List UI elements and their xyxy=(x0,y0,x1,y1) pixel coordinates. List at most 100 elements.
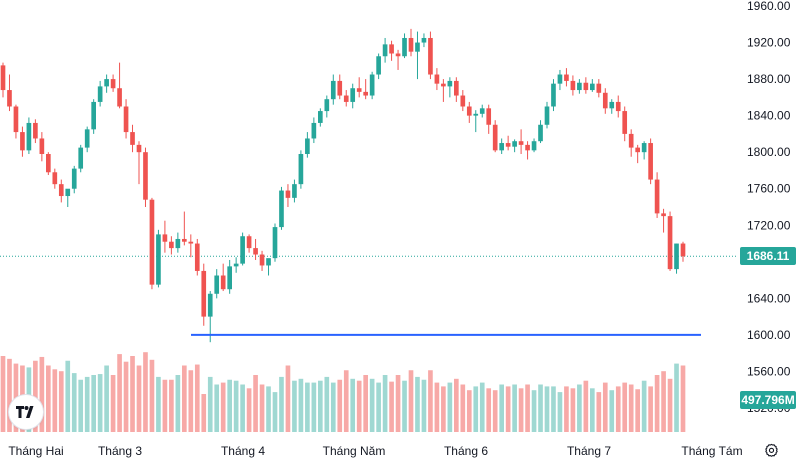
time-axis[interactable]: Tháng Hai Tháng 3 Tháng 4 Tháng Năm Tháng 6 T… xyxy=(8,444,742,458)
candle xyxy=(628,129,634,157)
volume-bar xyxy=(641,380,647,432)
volume-bar xyxy=(227,379,232,432)
volume-bar xyxy=(635,389,640,432)
candle xyxy=(33,119,38,144)
volume-bar xyxy=(538,384,543,432)
volume-bar xyxy=(667,378,673,432)
volume-bar xyxy=(531,390,537,432)
candle xyxy=(415,31,420,80)
volume-bar xyxy=(434,382,440,432)
volume-bar xyxy=(680,365,686,432)
volume-bar xyxy=(330,382,336,432)
volume-bar xyxy=(46,365,51,432)
candle xyxy=(499,138,504,154)
chart-settings-button[interactable] xyxy=(763,442,779,458)
volume-bar xyxy=(188,370,194,432)
candle xyxy=(318,108,323,127)
volume-bar xyxy=(33,360,38,432)
volume-bar xyxy=(512,384,517,432)
volume-bar xyxy=(39,356,45,432)
candle xyxy=(104,74,109,93)
volume-bar xyxy=(486,388,492,432)
volume-bar xyxy=(499,384,504,432)
candle xyxy=(337,74,343,100)
candle xyxy=(117,62,122,109)
volume-bar xyxy=(421,379,427,432)
volume-bar xyxy=(350,378,356,432)
candle xyxy=(175,232,181,253)
candle xyxy=(635,144,640,164)
volume-bar xyxy=(110,375,116,432)
volume-bar xyxy=(0,356,6,432)
candle xyxy=(84,126,90,153)
volume-bar xyxy=(52,369,58,432)
volume-bar xyxy=(447,382,453,432)
candle xyxy=(590,79,595,92)
volume-bar xyxy=(622,382,628,432)
volume-bar xyxy=(389,381,394,432)
candle xyxy=(356,77,362,98)
volume-bar xyxy=(65,360,71,432)
volume-value-label: 497.796M xyxy=(740,391,796,409)
candle xyxy=(0,62,6,98)
volume-bar xyxy=(402,380,407,432)
candle xyxy=(531,138,537,153)
candle xyxy=(479,104,485,118)
volume-bar xyxy=(220,382,226,432)
candle xyxy=(149,197,155,290)
candle xyxy=(363,79,368,100)
candle xyxy=(156,229,161,288)
candle xyxy=(214,269,220,299)
tradingview-logo-icon[interactable] xyxy=(9,395,43,429)
candle xyxy=(71,165,77,194)
candle xyxy=(596,79,602,98)
volume-bar xyxy=(661,371,666,432)
volume-bar xyxy=(71,373,77,432)
price-tick-label: 1600.00 xyxy=(747,328,791,342)
volume-bar xyxy=(240,384,245,432)
volume-bar xyxy=(318,380,323,432)
gear-icon xyxy=(764,443,778,457)
price-axis[interactable]: 1960.00 1920.00 1880.00 1840.00 1800.00 1760.… xyxy=(747,0,791,415)
time-tick-label: Tháng Tám xyxy=(681,444,742,458)
candle xyxy=(492,120,498,153)
volume-bar xyxy=(382,375,388,432)
volume-bar xyxy=(395,375,401,432)
volume-bar xyxy=(58,371,64,432)
volume-bar xyxy=(233,380,239,432)
candle xyxy=(577,79,582,94)
candle xyxy=(13,104,19,139)
volume-bar xyxy=(505,386,511,432)
volume-bar xyxy=(615,386,621,432)
volume-bar xyxy=(557,392,563,432)
candle xyxy=(123,99,129,139)
candle xyxy=(246,234,252,253)
candle xyxy=(583,77,589,94)
candle xyxy=(538,120,543,144)
volume-bars xyxy=(0,352,686,432)
candle xyxy=(233,257,239,273)
candle xyxy=(609,99,615,114)
candle xyxy=(518,129,524,154)
candle xyxy=(622,106,628,142)
candle xyxy=(460,90,466,112)
volume-bar xyxy=(544,386,550,432)
volume-bar xyxy=(337,379,343,432)
candle xyxy=(369,71,375,100)
candle xyxy=(194,238,200,276)
candle xyxy=(486,104,492,134)
volume-bar xyxy=(648,386,653,432)
volume-bar xyxy=(460,384,466,432)
candle xyxy=(466,101,472,123)
volume-bar xyxy=(246,388,252,432)
candle xyxy=(564,68,569,87)
candle xyxy=(20,126,25,157)
volume-bar xyxy=(266,386,271,432)
volume-bar xyxy=(518,388,524,432)
candle xyxy=(253,238,258,260)
price-tick-label: 1960.00 xyxy=(747,0,791,13)
volume-bar xyxy=(97,374,103,432)
volume-bar xyxy=(570,388,576,432)
